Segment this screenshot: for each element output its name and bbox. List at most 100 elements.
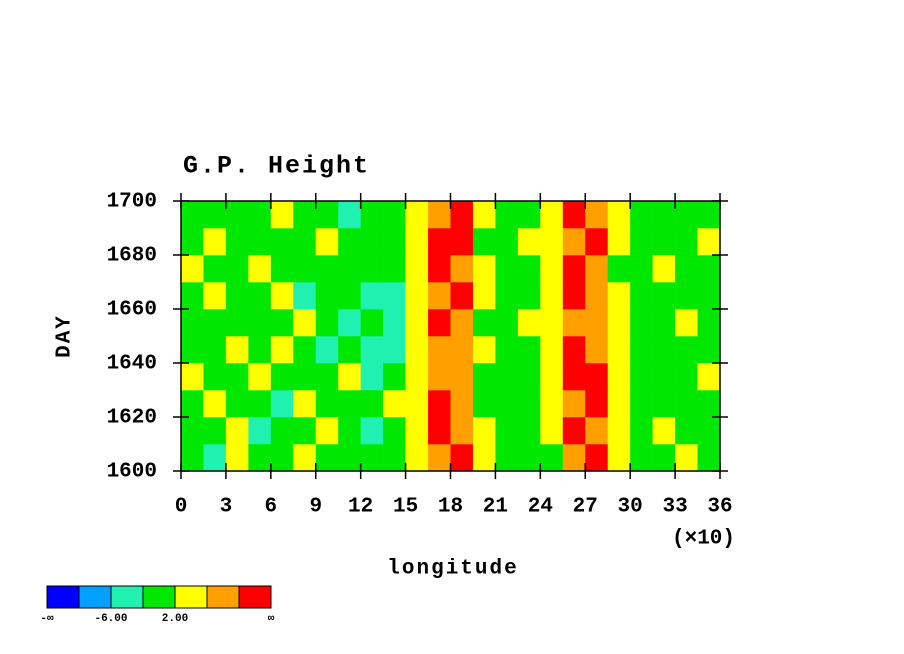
contour-cell: [225, 201, 249, 229]
contour-cell: [315, 390, 339, 418]
contour-cell: [315, 417, 339, 445]
contour-cell: [607, 255, 631, 283]
contour-cell: [517, 363, 541, 391]
contour-cell: [630, 309, 653, 337]
contour-cell: [248, 363, 272, 391]
contour-cell: [181, 417, 204, 445]
contour-cell: [360, 363, 384, 391]
contour-cell: [315, 282, 339, 310]
contour-cell: [315, 228, 339, 256]
contour-cell: [495, 282, 519, 310]
contour-cell: [360, 282, 384, 310]
contour-cell: [293, 255, 317, 283]
contour-cell: [248, 417, 272, 445]
contour-cell: [697, 336, 721, 364]
contour-cell: [181, 444, 204, 472]
colorbar-swatch: [110, 585, 144, 609]
colorbar-label: 2.00: [162, 613, 188, 625]
contour-cell: [225, 255, 249, 283]
contour-cell: [652, 336, 676, 364]
colorbar-swatch: [142, 585, 176, 609]
contour-cell: [675, 282, 698, 310]
contour-cell: [630, 444, 653, 472]
contour-cell: [585, 417, 609, 445]
y-tick-label: 1600: [107, 461, 157, 484]
contour-cell: [540, 417, 564, 445]
contour-cell: [450, 363, 474, 391]
contour-cell: [607, 228, 631, 256]
contour-cell: [450, 417, 474, 445]
contour-cell: [203, 228, 227, 256]
contour-cell: [428, 444, 451, 472]
contour-cell: [181, 336, 204, 364]
contour-cell: [338, 309, 361, 337]
contour-cell: [675, 336, 698, 364]
contour-cell: [675, 201, 698, 229]
contour-cell: [450, 336, 474, 364]
contour-cell: [181, 201, 204, 229]
contour-cell: [315, 255, 339, 283]
contour-cell: [562, 363, 586, 391]
contour-cell: [540, 309, 564, 337]
contour-cell: [585, 228, 609, 256]
colorbar-swatch: [238, 585, 272, 609]
x-tick-label: 12: [348, 496, 373, 519]
colorbar-swatch: [78, 585, 112, 609]
contour-cell: [675, 363, 698, 391]
contour-cell: [495, 444, 519, 472]
contour-cell: [495, 201, 519, 229]
chart-title: G.P. Height: [183, 152, 370, 181]
x-tick-label: 30: [618, 496, 643, 519]
contour-cell: [225, 336, 249, 364]
contour-cell: [270, 255, 294, 283]
contour-cell: [248, 201, 272, 229]
contour-cell: [248, 444, 272, 472]
contour-cell: [540, 444, 564, 472]
colorbar-swatch: [174, 585, 208, 609]
contour-cell: [428, 363, 451, 391]
contour-cell: [652, 282, 676, 310]
contour-cell: [517, 255, 541, 283]
contour-cell: [697, 255, 721, 283]
contour-cell: [383, 444, 406, 472]
contour-cell: [630, 228, 653, 256]
y-tick-label: 1640: [107, 353, 157, 376]
contour-cell: [697, 417, 721, 445]
contour-cell: [338, 228, 361, 256]
y-tick-label: 1660: [107, 299, 157, 322]
contour-cell: [181, 228, 204, 256]
contour-cell: [630, 363, 653, 391]
x-axis-label: longitude: [387, 558, 518, 581]
contour-cell: [675, 255, 698, 283]
contour-cell: [472, 309, 496, 337]
contour-cell: [405, 390, 429, 418]
contour-cell: [585, 336, 609, 364]
contour-cell: [248, 228, 272, 256]
contour-cell: [630, 201, 653, 229]
contour-cell: [203, 390, 227, 418]
contour-cell: [428, 309, 451, 337]
contour-cell: [203, 255, 227, 283]
contour-cell: [428, 228, 451, 256]
contour-cell: [472, 444, 496, 472]
contour-cell: [472, 336, 496, 364]
contour-cell: [630, 336, 653, 364]
contour-cell: [652, 363, 676, 391]
contour-cell: [428, 282, 451, 310]
contour-cell: [360, 417, 384, 445]
contour-cell: [652, 309, 676, 337]
contour-cell: [697, 282, 721, 310]
contour-cell: [517, 390, 541, 418]
contour-cell: [383, 228, 406, 256]
contour-cell: [203, 336, 227, 364]
x-tick-label: 6: [265, 496, 278, 519]
contour-cell: [203, 309, 227, 337]
contour-cell: [630, 390, 653, 418]
contour-cell: [450, 201, 474, 229]
y-tick-label: 1700: [107, 191, 157, 214]
colorbar-swatch: [206, 585, 240, 609]
contour-cell: [562, 201, 586, 229]
contour-cell: [607, 201, 631, 229]
colorbar-label: -6.00: [94, 613, 127, 625]
